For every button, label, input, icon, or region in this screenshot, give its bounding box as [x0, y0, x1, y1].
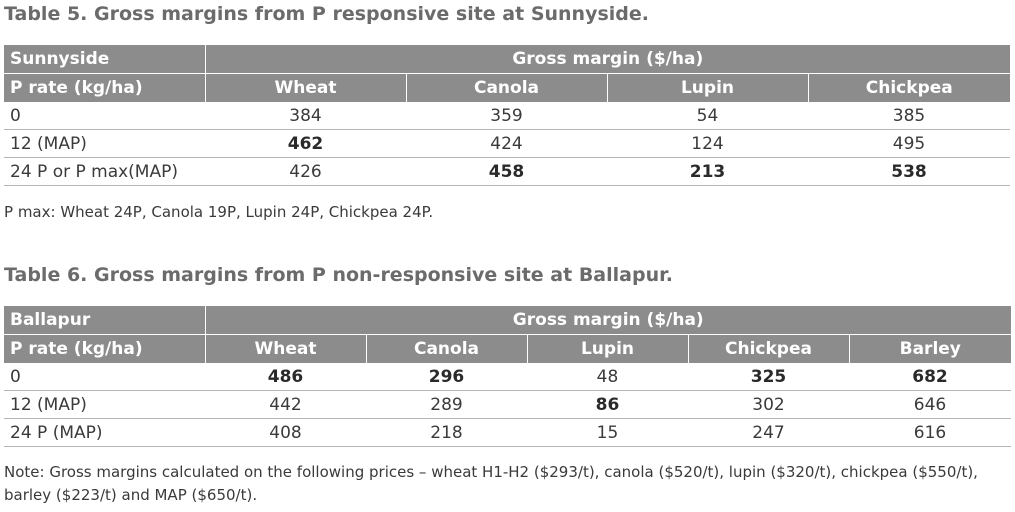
table-cell: 616 [849, 418, 1012, 447]
table5-col-canola: Canola [405, 73, 607, 102]
row-label: 0 [4, 102, 205, 130]
row-label: 0 [4, 363, 205, 391]
table5-col-lupin: Lupin [606, 73, 808, 102]
table-cell: 15 [527, 418, 688, 447]
row-label: 24 P (MAP) [4, 418, 205, 447]
table6-col-wheat: Wheat [204, 334, 366, 363]
table5: Sunnyside Gross margin ($/ha) P rate (kg… [4, 45, 1011, 186]
table-cell: 218 [366, 418, 527, 447]
table-cell: 458 [406, 157, 607, 186]
table6: Ballapur Gross margin ($/ha) P rate (kg/… [4, 306, 1012, 447]
table6-col-chickpea: Chickpea [687, 334, 849, 363]
table6-note-line2: barley ($223/t) and MAP ($650/t). [4, 486, 258, 504]
table-row: 12 (MAP) 462 424 124 495 [4, 129, 1011, 158]
table-cell: 646 [849, 390, 1012, 419]
table-cell: 495 [808, 129, 1011, 158]
table5-row-header: P rate (kg/ha) [4, 73, 205, 102]
table-cell: 408 [205, 418, 366, 447]
table-cell: 384 [205, 102, 406, 130]
table-cell: 247 [688, 418, 849, 447]
table-cell: 486 [205, 363, 366, 391]
table-cell: 682 [849, 363, 1012, 391]
table6-body: 0 486 296 48 325 682 12 (MAP) 442 289 86 302 646 24 … [4, 363, 1012, 447]
table-row: 24 P or P max(MAP) 426 458 213 538 [4, 157, 1011, 186]
table-row: 12 (MAP) 442 289 86 302 646 [4, 390, 1012, 419]
table-cell: 325 [688, 363, 849, 391]
table-cell: 54 [607, 102, 808, 130]
table6-row-header: P rate (kg/ha) [4, 334, 205, 363]
table-cell: 289 [366, 390, 527, 419]
table-cell: 385 [808, 102, 1011, 130]
row-label: 12 (MAP) [4, 129, 205, 158]
table6-caption: Table 6. Gross margins from P non-respon… [4, 264, 673, 286]
table6-col-barley: Barley [848, 334, 1012, 363]
table6-col-lupin: Lupin [526, 334, 688, 363]
table6-note-line1: Note: Gross margins calculated on the fo… [4, 463, 978, 481]
table-cell: 86 [527, 390, 688, 419]
table-cell: 213 [607, 157, 808, 186]
table5-body: 0 384 359 54 385 12 (MAP) 462 424 124 495 24 P or … [4, 102, 1011, 186]
table5-site-header: Sunnyside [4, 45, 205, 74]
table-cell: 424 [406, 129, 607, 158]
row-label: 12 (MAP) [4, 390, 205, 419]
table-cell: 302 [688, 390, 849, 419]
table5-group-header: Gross margin ($/ha) [204, 45, 1011, 74]
table6-group-header: Gross margin ($/ha) [204, 306, 1012, 335]
table-row: 24 P (MAP) 408 218 15 247 616 [4, 418, 1012, 447]
table-cell: 538 [808, 157, 1011, 186]
table5-col-chickpea: Chickpea [807, 73, 1011, 102]
table-cell: 442 [205, 390, 366, 419]
table-cell: 426 [205, 157, 406, 186]
table6-site-header: Ballapur [4, 306, 205, 335]
table-cell: 462 [205, 129, 406, 158]
table6-col-canola: Canola [365, 334, 527, 363]
table5-caption: Table 5. Gross margins from P responsive… [4, 3, 649, 25]
table-cell: 48 [527, 363, 688, 391]
table-cell: 359 [406, 102, 607, 130]
table-cell: 124 [607, 129, 808, 158]
table-row: 0 384 359 54 385 [4, 102, 1011, 130]
table5-note: P max: Wheat 24P, Canola 19P, Lupin 24P,… [4, 203, 434, 221]
table-row: 0 486 296 48 325 682 [4, 363, 1012, 391]
table5-col-wheat: Wheat [204, 73, 406, 102]
table-cell: 296 [366, 363, 527, 391]
row-label: 24 P or P max(MAP) [4, 157, 205, 186]
